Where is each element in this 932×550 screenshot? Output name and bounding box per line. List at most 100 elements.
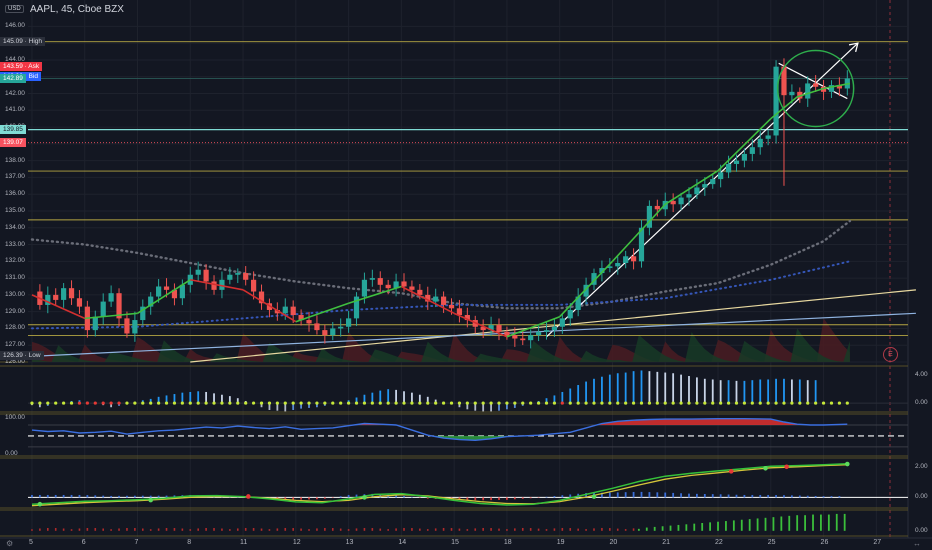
candle-body[interactable]: [100, 301, 106, 317]
candle-body[interactable]: [251, 279, 257, 292]
candle-body[interactable]: [306, 320, 312, 324]
candle-body[interactable]: [377, 278, 383, 285]
candle-body[interactable]: [623, 256, 629, 263]
candle-body[interactable]: [638, 227, 645, 262]
candle-body[interactable]: [591, 273, 597, 285]
candle-body[interactable]: [718, 172, 724, 180]
candle-body[interactable]: [813, 83, 819, 87]
candle-body[interactable]: [686, 194, 692, 198]
candle-body[interactable]: [258, 291, 265, 304]
candle-body[interactable]: [171, 289, 178, 299]
candle-body[interactable]: [504, 331, 510, 336]
candle-body[interactable]: [781, 66, 787, 96]
candle-body[interactable]: [749, 147, 755, 154]
candle-body[interactable]: [148, 296, 154, 307]
candle-body[interactable]: [227, 274, 233, 280]
candle-body[interactable]: [179, 284, 185, 299]
candle-body[interactable]: [535, 331, 542, 336]
candle-body[interactable]: [448, 304, 455, 309]
candle-body[interactable]: [53, 294, 59, 300]
candle-body[interactable]: [456, 308, 463, 316]
candle-body[interactable]: [694, 187, 700, 195]
candle-body[interactable]: [68, 288, 75, 299]
candle-body[interactable]: [417, 289, 423, 295]
candle-body[interactable]: [298, 315, 304, 321]
candle-body[interactable]: [710, 179, 716, 185]
candle-body[interactable]: [282, 306, 288, 314]
candle-body[interactable]: [330, 328, 336, 336]
settings-gear-icon[interactable]: ⚙: [6, 539, 14, 548]
candle-body[interactable]: [678, 197, 684, 205]
candle-body[interactable]: [385, 284, 391, 289]
candle-body[interactable]: [219, 279, 225, 290]
candle-body[interactable]: [274, 309, 280, 314]
candle-body[interactable]: [630, 256, 637, 262]
candle-body[interactable]: [528, 335, 534, 341]
candle-body[interactable]: [773, 66, 779, 136]
price-label[interactable]: 139.85: [0, 125, 26, 135]
earnings-badge[interactable]: E: [883, 347, 898, 362]
candle-body[interactable]: [116, 293, 122, 319]
candle-body[interactable]: [757, 138, 763, 148]
price-label[interactable]: 143.59 · Ask: [0, 62, 43, 72]
candle-body[interactable]: [567, 309, 573, 319]
trendline[interactable]: [190, 289, 916, 363]
candle-body[interactable]: [496, 325, 502, 332]
price-label[interactable]: 142.89: [0, 74, 26, 84]
candle-body[interactable]: [615, 262, 621, 267]
candle-body[interactable]: [702, 184, 708, 188]
candle-body[interactable]: [480, 326, 486, 331]
price-label[interactable]: 139.07: [0, 138, 26, 148]
candle-body[interactable]: [646, 205, 653, 228]
candle-body[interactable]: [393, 281, 399, 289]
candle-body[interactable]: [733, 160, 740, 164]
axis-scale-icon[interactable]: ↔: [913, 539, 921, 548]
candle-body[interactable]: [543, 330, 550, 332]
candle-body[interactable]: [45, 294, 51, 305]
candle-body[interactable]: [345, 318, 352, 327]
candle-body[interactable]: [464, 315, 470, 321]
candle-body[interactable]: [353, 296, 360, 319]
candle-body[interactable]: [654, 205, 660, 210]
candle-body[interactable]: [670, 200, 676, 205]
candle-body[interactable]: [338, 326, 344, 329]
candle-body[interactable]: [203, 269, 209, 282]
candle-body[interactable]: [725, 163, 732, 173]
candle-body[interactable]: [765, 135, 771, 139]
candle-body[interactable]: [132, 320, 138, 334]
candle-body[interactable]: [61, 288, 67, 300]
currency-label[interactable]: USD: [5, 5, 24, 13]
candle-body[interactable]: [520, 338, 526, 341]
price-label[interactable]: 126.39 · Low: [0, 350, 44, 360]
candle-body[interactable]: [425, 294, 431, 302]
circle-annotation[interactable]: [776, 49, 855, 128]
price-label[interactable]: 145.09 · High: [0, 37, 46, 47]
candle-body[interactable]: [789, 91, 795, 96]
candle-body[interactable]: [163, 286, 170, 290]
candle-body[interactable]: [559, 318, 565, 327]
candle-body[interactable]: [156, 286, 162, 297]
candle-body[interactable]: [512, 335, 518, 339]
candle-body[interactable]: [440, 296, 447, 305]
candle-body[interactable]: [369, 278, 375, 280]
candle-body[interactable]: [211, 281, 217, 290]
candle-body[interactable]: [235, 273, 241, 275]
candle-body[interactable]: [607, 266, 613, 269]
candle-body[interactable]: [290, 306, 296, 316]
candle-body[interactable]: [599, 268, 605, 274]
trendline[interactable]: [18, 312, 916, 358]
trendline[interactable]: [778, 62, 848, 100]
candle-body[interactable]: [836, 85, 842, 89]
candle-body[interactable]: [76, 298, 83, 307]
candle-body[interactable]: [433, 296, 439, 302]
candle-body[interactable]: [583, 284, 589, 297]
candle-body[interactable]: [108, 293, 114, 302]
candle-body[interactable]: [805, 83, 811, 99]
candle-body[interactable]: [92, 316, 98, 331]
candle-body[interactable]: [322, 330, 328, 336]
candle-body[interactable]: [124, 318, 130, 334]
candle-body[interactable]: [314, 323, 320, 331]
candle-body[interactable]: [828, 85, 835, 92]
candle-body[interactable]: [140, 306, 146, 321]
